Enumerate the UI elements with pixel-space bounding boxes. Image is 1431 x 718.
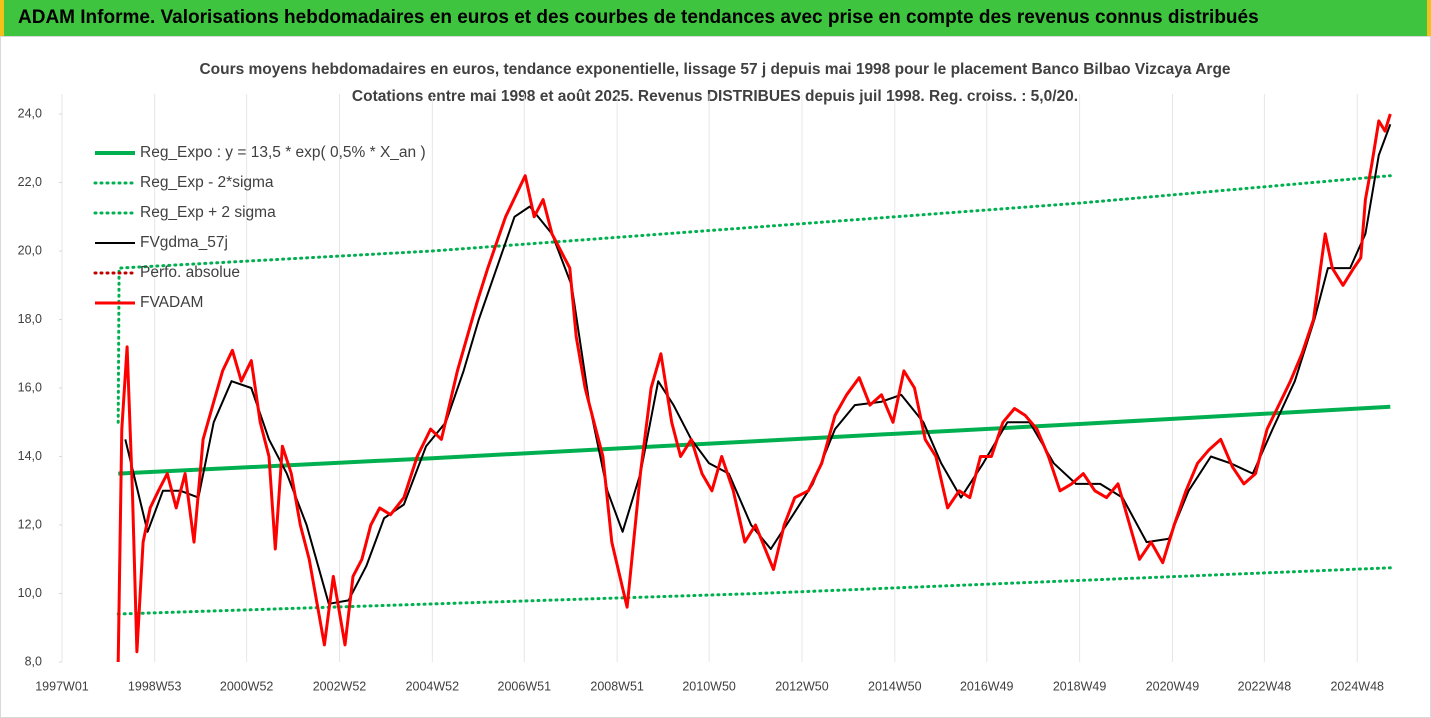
x-tick-label: 2002W52: [313, 679, 367, 693]
series-line: [116, 174, 1392, 424]
x-tick-label: 2006W51: [498, 679, 552, 693]
chart-title: Cours moyens hebdomadaires en euros, ten…: [199, 61, 1230, 78]
x-tick-label: 2010W50: [682, 679, 736, 693]
chart-frame: [0, 36, 1431, 718]
series-line: [116, 113, 1392, 663]
x-tick-label: 2016W49: [960, 679, 1014, 693]
x-tick-label: 2008W51: [590, 679, 644, 693]
x-tick-label: 2004W52: [406, 679, 460, 693]
x-tick-label: 1998W53: [128, 679, 182, 693]
x-tick-label: 2000W52: [220, 679, 274, 693]
series-line: [116, 566, 1392, 616]
series-line: [118, 404, 1391, 476]
y-tick-label: 24,0: [18, 106, 42, 120]
legend-label: FVgdma_57j: [140, 234, 228, 251]
banner-title: ADAM Informe. Valorisations hebdomadaire…: [18, 7, 1259, 28]
y-tick-label: 12,0: [18, 517, 42, 531]
legend-label: FVADAM: [140, 294, 203, 311]
x-tick-label: 2022W48: [1238, 679, 1292, 693]
legend-label: Perfo. absolue: [140, 264, 240, 281]
x-tick-label: 2020W49: [1146, 679, 1200, 693]
legend-label: Reg_Expo : y = 13,5 * exp( 0,5% * X_an ): [140, 144, 426, 161]
x-tick-label: 1997W01: [35, 679, 89, 693]
x-tick-label: 2014W50: [868, 679, 922, 693]
x-tick-label: 2018W49: [1053, 679, 1107, 693]
legend-label: Reg_Exp - 2*sigma: [140, 174, 274, 191]
banner: ADAM Informe. Valorisations hebdomadaire…: [0, 0, 1431, 36]
y-tick-label: 16,0: [18, 380, 42, 394]
y-tick-label: 14,0: [18, 449, 42, 463]
y-tick-label: 18,0: [18, 312, 42, 326]
y-tick-label: 20,0: [18, 243, 42, 257]
x-tick-label: 2012W50: [775, 679, 829, 693]
legend-label: Reg_Exp + 2 sigma: [140, 204, 276, 221]
chart: Cours moyens hebdomadaires en euros, ten…: [0, 36, 1431, 718]
y-tick-label: 22,0: [18, 175, 42, 189]
x-tick-label: 2024W48: [1330, 679, 1384, 693]
y-tick-label: 8,0: [25, 654, 42, 668]
y-tick-label: 10,0: [18, 586, 42, 600]
chart-subtitle: Cotations entre mai 1998 et août 2025. R…: [352, 88, 1078, 105]
